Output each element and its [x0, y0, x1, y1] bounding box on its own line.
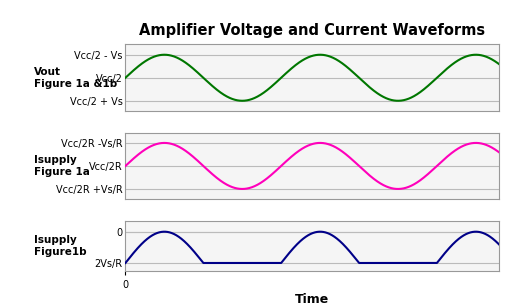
Text: Isupply
Figure 1a: Isupply Figure 1a: [34, 155, 90, 177]
X-axis label: Time: Time: [295, 293, 329, 306]
Text: Vout
Figure 1a &1b: Vout Figure 1a &1b: [34, 66, 117, 89]
Text: Isupply
Figure1b: Isupply Figure1b: [34, 235, 87, 257]
Text: Amplifier Voltage and Current Waveforms: Amplifier Voltage and Current Waveforms: [139, 23, 485, 38]
